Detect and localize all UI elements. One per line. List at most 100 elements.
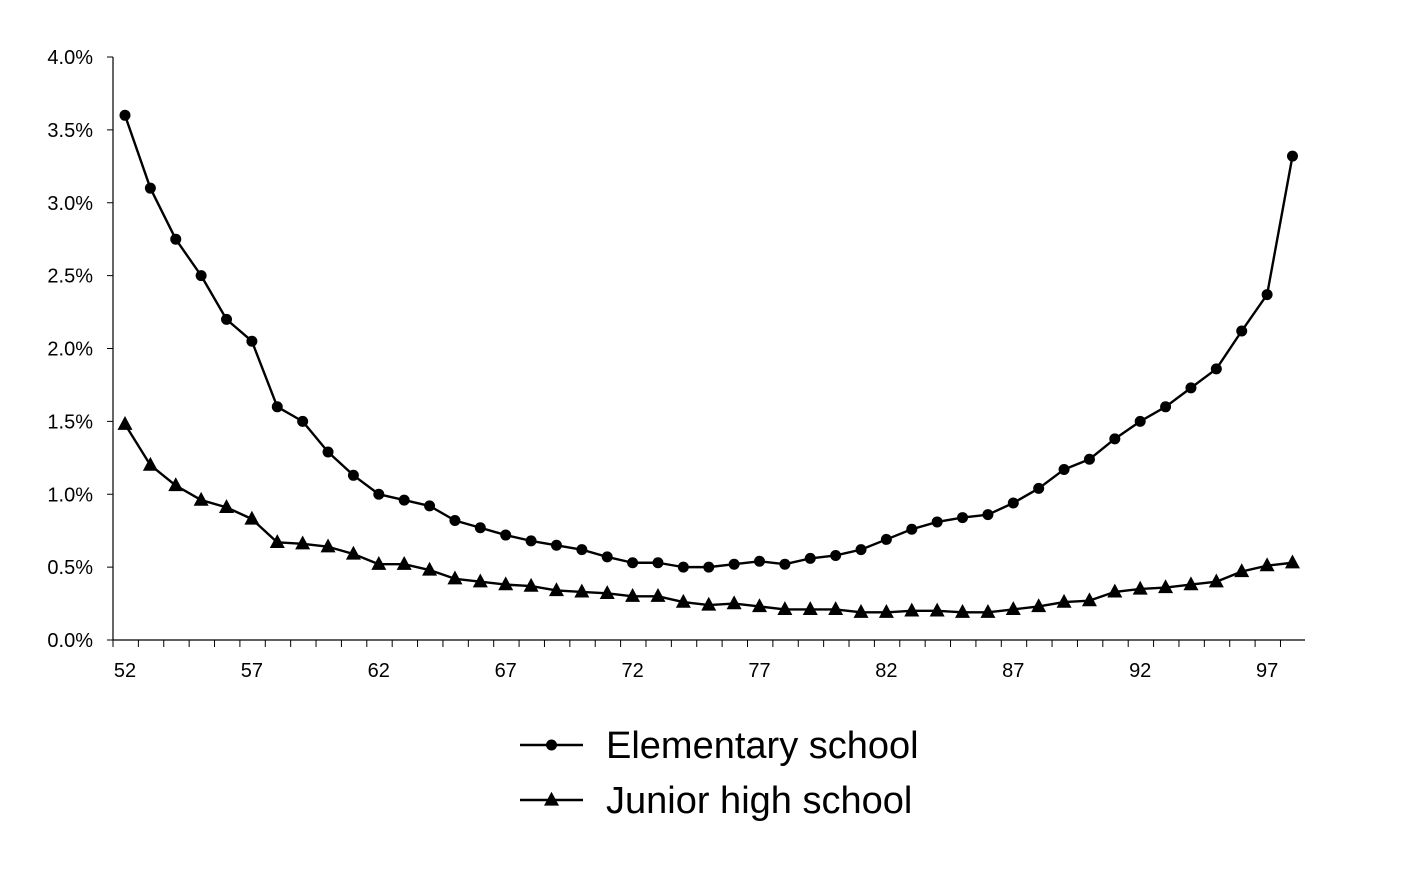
- x-tick-label: 92: [1129, 660, 1151, 682]
- data-point: [625, 588, 641, 602]
- data-point: [193, 491, 209, 506]
- data-point: [498, 576, 514, 591]
- data-point: [1236, 325, 1248, 337]
- series-layer: [117, 109, 1300, 618]
- y-tick-label: 3.0%: [47, 193, 93, 215]
- data-point: [1259, 557, 1275, 572]
- data-point: [1058, 463, 1070, 475]
- data-point: [703, 561, 715, 573]
- x-tick-label: 77: [748, 660, 770, 682]
- data-point: [1183, 576, 1199, 591]
- data-point: [144, 182, 156, 194]
- data-point: [548, 582, 564, 597]
- x-tick-label: 62: [368, 660, 390, 682]
- data-point: [320, 538, 336, 553]
- data-point: [728, 558, 740, 570]
- data-point: [1134, 415, 1146, 427]
- data-point: [1109, 433, 1121, 445]
- data-point: [726, 595, 742, 610]
- data-point: [1056, 593, 1072, 608]
- data-point: [982, 509, 994, 521]
- data-point: [1261, 289, 1273, 301]
- legend: Elementary school Junior high school: [520, 725, 919, 822]
- data-point: [345, 545, 361, 560]
- data-point: [219, 499, 235, 513]
- series-0: [119, 109, 1298, 573]
- data-point: [599, 585, 615, 599]
- legend-item: Elementary school: [520, 725, 919, 767]
- data-point: [271, 401, 283, 413]
- data-point: [830, 549, 842, 561]
- data-point: [1083, 453, 1095, 465]
- data-point: [677, 561, 689, 573]
- data-point: [119, 109, 131, 121]
- data-point: [1158, 579, 1174, 594]
- data-point: [855, 544, 867, 556]
- legend-marker: [544, 791, 559, 806]
- data-point: [906, 523, 918, 535]
- data-point: [1081, 592, 1097, 607]
- data-point: [701, 596, 717, 611]
- data-point: [779, 558, 791, 570]
- series-line: [123, 114, 1294, 569]
- data-point: [195, 270, 207, 282]
- data-point: [550, 539, 562, 551]
- data-point: [472, 573, 488, 588]
- data-point: [523, 577, 539, 592]
- data-point: [500, 529, 512, 541]
- data-point: [1107, 583, 1123, 598]
- data-point: [929, 602, 945, 617]
- data-point: [1286, 150, 1298, 162]
- data-point: [752, 598, 767, 613]
- data-point: [447, 570, 463, 585]
- data-point: [754, 555, 765, 567]
- y-tick-label: 1.5%: [47, 411, 93, 433]
- data-point: [574, 583, 590, 598]
- data-point: [880, 533, 892, 545]
- data-point: [424, 500, 436, 512]
- y-tick-label: 1.0%: [47, 484, 93, 506]
- data-point: [422, 561, 438, 576]
- data-point: [675, 593, 691, 608]
- data-point: [1160, 401, 1172, 413]
- data-point: [1007, 497, 1019, 509]
- data-point: [1132, 580, 1148, 595]
- data-point: [168, 477, 184, 492]
- data-point: [1234, 563, 1250, 578]
- data-point: [396, 555, 412, 570]
- x-tick-label: 97: [1256, 660, 1278, 682]
- data-point: [1210, 363, 1222, 375]
- series-line: [123, 423, 1293, 614]
- data-point: [295, 535, 311, 550]
- data-point: [117, 416, 133, 430]
- data-point: [525, 535, 537, 547]
- y-tick-label: 2.0%: [47, 339, 93, 361]
- data-point: [1005, 601, 1021, 616]
- data-point: [601, 551, 613, 563]
- x-tick-label: 87: [1002, 660, 1024, 682]
- legend-marker: [546, 739, 557, 751]
- data-point: [576, 544, 588, 556]
- y-tick-label: 2.5%: [47, 266, 93, 288]
- data-point: [1031, 598, 1047, 613]
- data-point: [1033, 482, 1045, 494]
- data-point: [627, 557, 639, 569]
- x-tick-label: 72: [621, 660, 643, 682]
- data-point: [1185, 382, 1197, 394]
- data-point: [347, 469, 359, 481]
- series-1: [117, 416, 1300, 618]
- data-point: [777, 601, 793, 616]
- data-point: [802, 601, 818, 616]
- data-point: [878, 604, 894, 618]
- data-point: [373, 488, 385, 500]
- data-point: [398, 494, 410, 506]
- y-tick-label: 4.0%: [47, 47, 93, 69]
- data-point: [1208, 573, 1224, 588]
- axes: 0.0% 0.5% 1.0% 1.5% 2.0% 2.5% 3.0% 3.5% 4.0% 52 57…: [47, 47, 1305, 682]
- data-point: [650, 588, 666, 602]
- data-point: [170, 233, 182, 245]
- data-point: [931, 516, 943, 528]
- data-point: [269, 534, 285, 548]
- data-point: [246, 335, 258, 347]
